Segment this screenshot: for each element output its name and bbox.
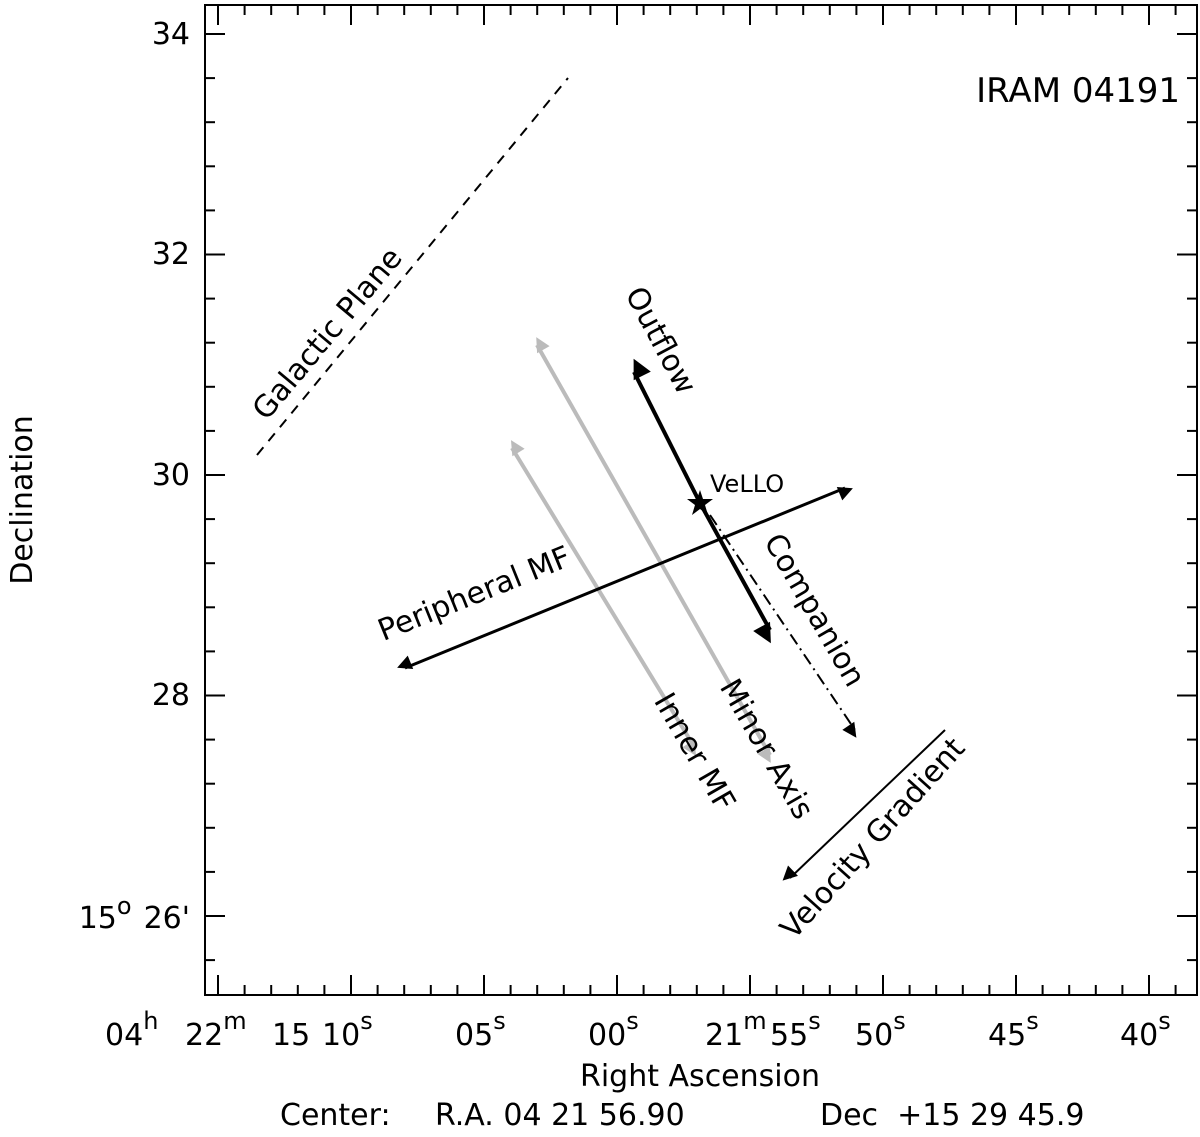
x-tick-label: 05s (455, 1007, 506, 1053)
annotation: Velocity Gradient (774, 731, 973, 946)
x-tick-part: s (1158, 1007, 1171, 1035)
x-tick-part: s (893, 1007, 906, 1035)
x-tick-label: 15 (272, 1018, 310, 1053)
x-tick-part: 10 (322, 1018, 360, 1053)
y-tick-label: 32 (152, 237, 190, 272)
y-tick-label: 34 (152, 17, 190, 52)
peripheral-mf-arrow (397, 486, 853, 670)
velocity-gradient-arrow (782, 729, 946, 881)
galactic-plane-line (256, 77, 569, 456)
x-tick-part: 40 (1120, 1018, 1158, 1053)
x-tick-part: 21 (705, 1018, 743, 1053)
title: IRAM 04191 (976, 71, 1180, 111)
x-tick-label: 22m (185, 1007, 247, 1053)
x-tick-label: 10s (322, 1007, 373, 1053)
plot-frame (204, 4, 1198, 996)
footer: Dec +15 29 45.9 (820, 1098, 1084, 1133)
y-tick-label: 28 (152, 678, 190, 713)
x-tick-label: 40s (1120, 1007, 1171, 1053)
x-tick-part: 04 (105, 1018, 143, 1053)
x-tick-part: 00 (588, 1018, 626, 1053)
x-tick-label: 00s (588, 1007, 639, 1053)
y-tick-part: 15 (79, 901, 117, 936)
annotation: Peripheral MF (373, 540, 576, 649)
x-tick-label: 45s (988, 1007, 1039, 1053)
x-tick-part: m (743, 1007, 766, 1035)
x-tick-part: s (1026, 1007, 1039, 1035)
x-tick-label: 50s (855, 1007, 906, 1053)
annotation: VeLLO (710, 470, 784, 498)
x-tick-label: 55s (770, 1007, 821, 1053)
x-tick-part: m (223, 1007, 246, 1035)
ticks (205, 5, 1197, 995)
x-tick-part: s (493, 1007, 506, 1035)
x-tick-part: s (626, 1007, 639, 1035)
x-tick-part: 22 (185, 1018, 223, 1053)
x-axis-label: Right Ascension (580, 1059, 820, 1094)
footer: Center: (280, 1098, 391, 1133)
companion-arrow (709, 514, 857, 738)
x-tick-part: 45 (988, 1018, 1026, 1053)
x-tick-label: 04h (105, 1007, 158, 1053)
x-tick-part: 50 (855, 1018, 893, 1053)
outflow-arrow (632, 358, 702, 504)
y-tick-part: 26' (144, 901, 190, 936)
x-tick-label: 21m (705, 1007, 767, 1053)
y-tick-label: 15o 26' (79, 892, 190, 936)
x-tick-part: s (360, 1007, 373, 1035)
annotation: Galactic Plane (246, 241, 410, 427)
y-tick-label: 30 (152, 458, 190, 493)
y-axis-label: Declination (5, 415, 40, 585)
x-tick-part: 15 (272, 1018, 310, 1053)
x-tick-part: h (143, 1007, 158, 1035)
y-tick-part: o (117, 892, 132, 920)
x-tick-part: 05 (455, 1018, 493, 1053)
x-tick-part: 55 (770, 1018, 808, 1053)
annotation: Outflow (618, 281, 703, 400)
vello-star (687, 490, 713, 515)
x-tick-part: s (808, 1007, 821, 1035)
footer: R.A. 04 21 56.90 (435, 1098, 685, 1133)
